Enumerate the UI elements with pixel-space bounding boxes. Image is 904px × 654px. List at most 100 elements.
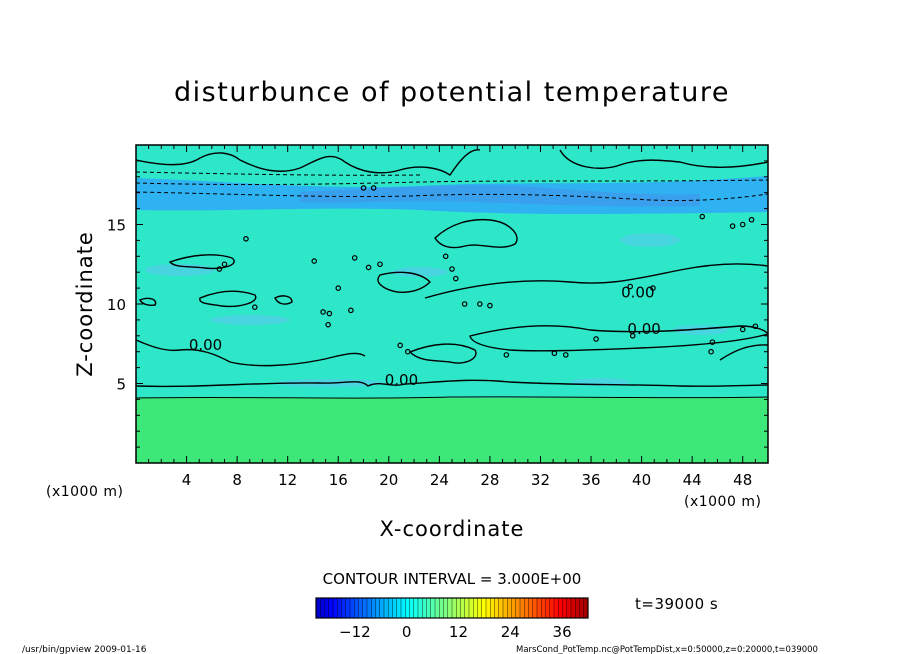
- colorbar-segment: [316, 598, 321, 618]
- contour-label: 0.00: [621, 284, 654, 302]
- colorbar-segment: [498, 598, 504, 618]
- contour-dot: [216, 266, 223, 272]
- contour-dot: [461, 301, 468, 307]
- colorbar-segment: [405, 598, 410, 618]
- colorbar-segment: [515, 598, 521, 618]
- x-tick-label: 8: [232, 471, 242, 489]
- x-tick-label: 12: [278, 471, 297, 489]
- colorbar-segment: [379, 598, 385, 618]
- contour-dot: [551, 350, 558, 357]
- contour-dot: [593, 336, 599, 342]
- contour-dot: [360, 185, 367, 191]
- contour-label: 0.00: [385, 371, 418, 389]
- x-tick-label: 44: [683, 471, 702, 489]
- colorbar-segment: [388, 598, 393, 618]
- colorbar-segment: [443, 598, 449, 618]
- colorbar-segment: [575, 598, 580, 618]
- colorbar-segment: [452, 598, 457, 618]
- colorbar-segment: [524, 598, 529, 618]
- contour-dot: [477, 301, 483, 307]
- y-tick-label: 15: [107, 217, 126, 235]
- contour-dot: [252, 304, 258, 310]
- colorbar-segment: [418, 598, 423, 618]
- colorbar-segment: [537, 598, 542, 618]
- colorbar-segment: [328, 598, 334, 618]
- colorbar-segment: [554, 598, 559, 618]
- colorbar-tick-label: 12: [449, 623, 468, 641]
- footer-left: /usr/bin/gpview 2009-01-16: [22, 645, 147, 654]
- colorbar-tick-label: 36: [553, 623, 572, 641]
- contour-dot: [627, 283, 634, 290]
- colorbar-segment: [490, 598, 495, 618]
- colorbar-segment: [333, 598, 338, 618]
- colorbar-segment: [486, 598, 491, 618]
- contour-dot: [320, 309, 326, 315]
- x-tick-label: 4: [182, 471, 192, 489]
- surface-contour-inner: [136, 396, 768, 399]
- colorbar-segment: [456, 598, 461, 618]
- y-axis-label: Z-coordinate: [73, 231, 97, 377]
- contour-dot: [708, 348, 714, 355]
- colorbar-segment: [422, 598, 427, 618]
- colorbar-segment: [320, 598, 325, 618]
- colorbar-segment: [532, 598, 538, 618]
- contour-dot: [442, 253, 449, 260]
- contour-dot: [326, 310, 333, 317]
- colorbar-tick-label: −12: [339, 623, 371, 641]
- contour-dot: [377, 261, 383, 268]
- contour-center: [408, 343, 477, 364]
- colorbar-segment: [345, 598, 351, 618]
- colorbar-segment: [481, 598, 487, 618]
- colorbar-segment: [477, 598, 483, 618]
- x-tick-label: 40: [632, 471, 651, 489]
- contour-dot: [335, 285, 342, 291]
- contour-dot: [452, 275, 459, 282]
- contour-dot: [404, 348, 411, 355]
- small-contour-dots: [216, 185, 759, 358]
- colorbar-segment: [566, 598, 572, 618]
- neg-contour-top: [136, 171, 421, 176]
- contour-dot: [629, 332, 636, 339]
- contour-dot: [503, 352, 510, 358]
- negative-contours: [136, 171, 768, 202]
- colorbar-segment: [571, 598, 576, 618]
- contour-dot: [325, 321, 331, 328]
- contour-dot: [709, 339, 716, 345]
- contour-dot: [348, 307, 354, 314]
- contour-dot: [487, 302, 493, 309]
- y-tick-label: 5: [116, 376, 126, 394]
- colorbar-segment: [337, 598, 342, 618]
- contour-mid-2: [377, 271, 431, 293]
- contour-dot: [370, 185, 377, 191]
- blob-2: [168, 254, 235, 270]
- colorbar-segment: [362, 598, 368, 618]
- blob-3: [199, 290, 257, 308]
- x-tick-label: 36: [581, 471, 600, 489]
- neg-contour-upper: [136, 179, 768, 186]
- colorbar-segment: [460, 598, 466, 618]
- colorbar-tick-label: 24: [501, 623, 520, 641]
- contour-mid-1: [424, 263, 768, 299]
- x-tick-label: 24: [430, 471, 449, 489]
- colorbar-segment: [401, 598, 406, 618]
- contour-dot: [739, 326, 746, 333]
- colorbar-segment: [473, 598, 478, 618]
- contour-dot: [311, 258, 318, 264]
- x-tick-label: 20: [379, 471, 398, 489]
- colorbar-segment: [545, 598, 551, 618]
- plot-area: 0.000.000.000.00 4 8 12 16 20 24 28 32 36 40 44 48 …: [107, 144, 769, 489]
- colorbar-segment: [350, 598, 355, 618]
- contour-dot: [650, 285, 656, 291]
- colorbar-segment: [324, 598, 330, 618]
- time-label: t=39000 s: [635, 595, 718, 613]
- colorbar-segment: [511, 598, 517, 618]
- contour-dot: [729, 223, 736, 229]
- colorbar-segment: [384, 598, 389, 618]
- colorbar-segment: [392, 598, 398, 618]
- contour-label: 0.00: [189, 336, 222, 354]
- colorbar-segment: [375, 598, 381, 618]
- y-axis-ticks: 5 10 15: [107, 160, 768, 448]
- colorbar-segment: [435, 598, 440, 618]
- x-unit-left: (x1000 m): [46, 484, 123, 500]
